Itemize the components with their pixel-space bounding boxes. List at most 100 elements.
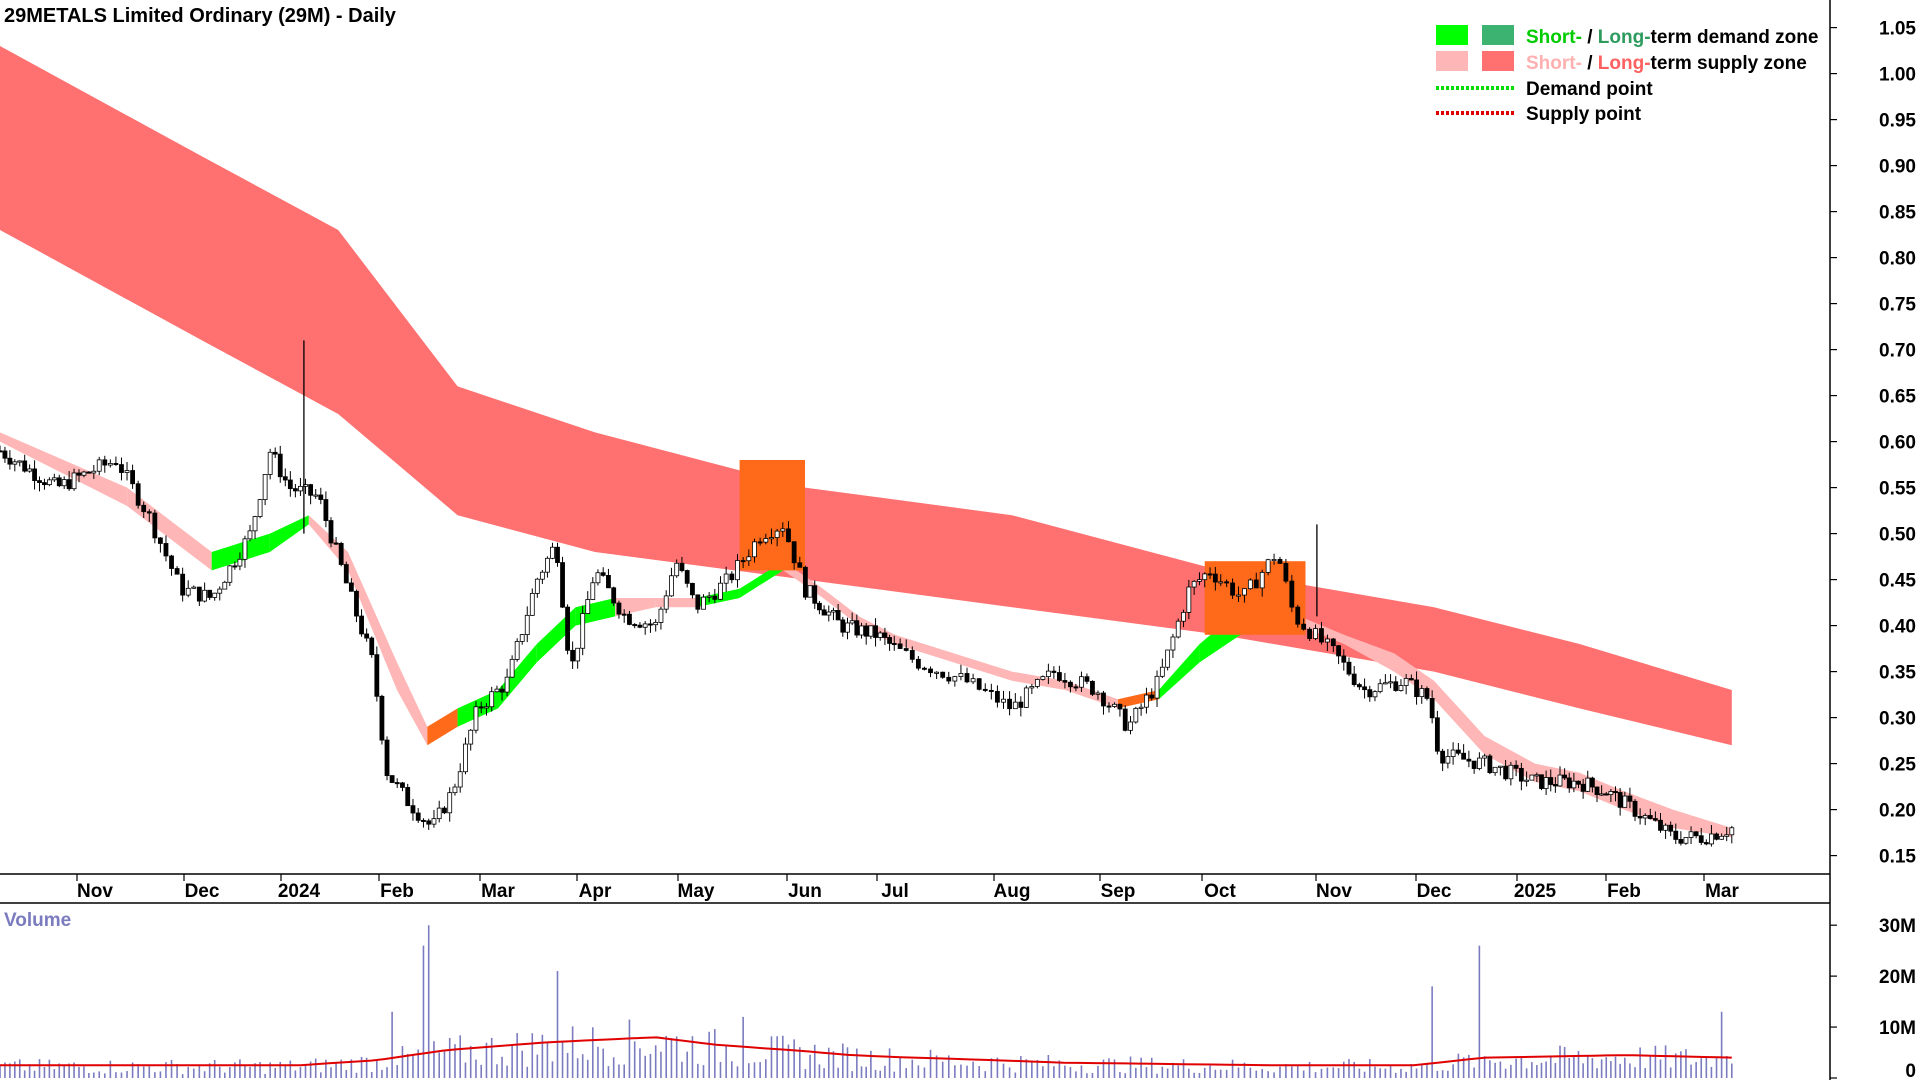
candle-up	[509, 658, 515, 678]
candle-up	[91, 470, 97, 474]
candle-down	[1253, 579, 1259, 589]
candle-down	[555, 546, 560, 563]
candle-down	[570, 649, 576, 662]
candle-up	[124, 470, 130, 473]
candle-down	[158, 537, 163, 544]
candle-up	[185, 587, 191, 596]
candle-up	[1534, 774, 1540, 777]
y-tick-label: 0.30	[1879, 709, 1916, 730]
zones-layer	[0, 46, 1732, 838]
candle-up	[539, 571, 545, 580]
candle-up	[1445, 756, 1451, 764]
candle-up	[1529, 774, 1535, 781]
candle-up	[706, 595, 712, 598]
candle-up	[252, 516, 258, 532]
candle-up	[202, 589, 208, 602]
candle-up	[1133, 707, 1139, 723]
legend-demand-short: Short-	[1526, 27, 1582, 48]
y-tick-label: 0.60	[1879, 433, 1916, 454]
candle-up	[1247, 579, 1253, 590]
candle-down	[1007, 698, 1012, 710]
candle-down	[7, 457, 13, 465]
candle-down	[415, 812, 421, 821]
candle-up	[463, 743, 468, 773]
candle-down	[174, 568, 180, 575]
x-tick-label: Nov	[1316, 881, 1352, 902]
candle-down	[1632, 800, 1638, 817]
candle-down	[1351, 673, 1357, 685]
candle-down	[1424, 688, 1430, 699]
y-tick-label: 0.85	[1879, 203, 1916, 224]
candle-down	[909, 650, 915, 660]
candle-down	[712, 595, 718, 600]
candle-down	[922, 667, 927, 670]
candle-down	[1117, 703, 1123, 710]
candle-up	[868, 625, 874, 637]
candle-down	[2, 450, 8, 459]
candle-up	[1079, 676, 1084, 688]
candle-up	[958, 673, 964, 677]
candle-down	[113, 463, 119, 466]
candle-up	[1382, 682, 1388, 685]
candle-down	[333, 542, 339, 545]
candle-up	[1524, 779, 1530, 782]
candle-down	[1703, 842, 1709, 845]
candle-down	[1295, 606, 1301, 625]
y-tick-label: 0.90	[1879, 157, 1916, 178]
candle-up	[191, 586, 197, 589]
y-tick-label: 0.65	[1879, 387, 1916, 408]
candle-down	[684, 570, 690, 584]
zone-overlap-block	[1204, 561, 1306, 635]
candle-down	[1518, 767, 1524, 782]
candle-up	[1040, 676, 1046, 680]
candle-down	[323, 499, 329, 521]
candle-down	[982, 688, 988, 691]
candle-up	[1608, 791, 1614, 796]
legend-swatch-short-supply	[1436, 51, 1468, 71]
candle-down	[1319, 628, 1324, 643]
candle-up	[746, 556, 752, 562]
y-tick-label: 1.00	[1879, 65, 1916, 86]
candle-down	[1678, 839, 1684, 844]
candle-down	[648, 623, 653, 626]
x-tick-label: 2025	[1514, 881, 1557, 902]
candle-down	[400, 782, 405, 788]
volume-tick-label: 20M	[1879, 967, 1916, 988]
volume-average-line	[0, 1036, 1732, 1067]
short-term-zone-segment	[308, 515, 348, 571]
candle-up	[457, 771, 463, 788]
candle-down	[308, 484, 314, 496]
short-term-zone-segment	[211, 533, 270, 571]
candle-down	[421, 819, 426, 822]
candle-up	[545, 557, 550, 573]
candle-up	[1403, 678, 1409, 686]
y-tick-label: 0.25	[1879, 755, 1916, 776]
candle-down	[897, 643, 903, 649]
candle-up	[1709, 833, 1714, 845]
candle-down	[146, 511, 152, 514]
candle-down	[565, 606, 570, 651]
candle-down	[1487, 755, 1493, 774]
y-tick-label: 0.50	[1879, 525, 1916, 546]
candle-down	[560, 562, 565, 608]
short-term-zone-segment	[348, 552, 397, 690]
candle-down	[1603, 793, 1609, 796]
candle-up	[723, 573, 729, 584]
candle-down	[292, 488, 298, 492]
candle-down	[277, 453, 283, 478]
legend-supply-short: Short-	[1526, 53, 1582, 74]
candle-up	[51, 477, 57, 481]
candle-down	[22, 460, 28, 472]
candle-down	[1673, 830, 1679, 840]
candle-down	[740, 560, 746, 563]
candle-up	[701, 596, 706, 610]
candle-up	[1259, 571, 1265, 589]
candle-down	[1062, 680, 1068, 683]
candle-down	[1073, 686, 1079, 689]
candle-down	[812, 585, 818, 604]
candle-up	[1419, 688, 1425, 698]
candle-up	[267, 451, 273, 475]
candle-up	[468, 729, 474, 745]
short-term-zone-segment	[1118, 690, 1159, 709]
x-tick-label: May	[678, 881, 715, 902]
